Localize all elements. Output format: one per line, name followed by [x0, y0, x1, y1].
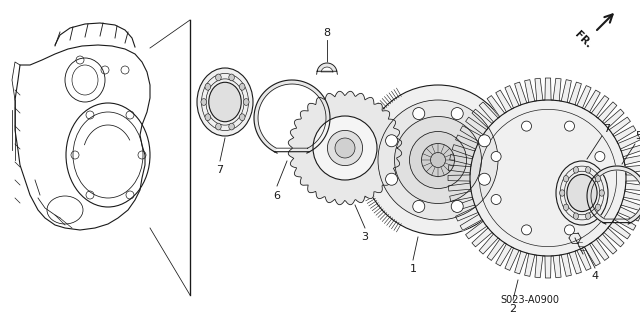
Circle shape: [413, 200, 425, 212]
Ellipse shape: [573, 213, 579, 219]
Ellipse shape: [595, 175, 600, 182]
Ellipse shape: [573, 167, 579, 173]
Polygon shape: [448, 78, 640, 278]
Polygon shape: [254, 80, 330, 152]
Text: 6: 6: [273, 191, 280, 201]
Ellipse shape: [216, 123, 221, 130]
Ellipse shape: [556, 161, 608, 225]
Circle shape: [564, 121, 575, 131]
Circle shape: [595, 195, 605, 204]
Text: 7: 7: [216, 165, 223, 175]
Circle shape: [564, 225, 575, 235]
Text: 7: 7: [604, 124, 611, 134]
Ellipse shape: [228, 123, 234, 130]
Ellipse shape: [243, 99, 249, 105]
Circle shape: [479, 135, 490, 147]
Text: 8: 8: [323, 28, 331, 38]
Ellipse shape: [563, 204, 568, 211]
Ellipse shape: [205, 114, 211, 121]
Circle shape: [595, 152, 605, 161]
Ellipse shape: [586, 167, 591, 173]
Polygon shape: [587, 166, 640, 223]
Circle shape: [491, 195, 501, 204]
Ellipse shape: [197, 68, 253, 136]
Ellipse shape: [205, 83, 211, 90]
Ellipse shape: [328, 130, 363, 166]
Ellipse shape: [313, 116, 377, 180]
Ellipse shape: [599, 190, 604, 196]
Ellipse shape: [335, 138, 355, 158]
Circle shape: [451, 200, 463, 212]
Ellipse shape: [201, 99, 207, 105]
Circle shape: [451, 108, 463, 120]
Circle shape: [479, 173, 490, 185]
Ellipse shape: [422, 144, 454, 176]
Ellipse shape: [410, 131, 467, 189]
Polygon shape: [288, 91, 402, 205]
Ellipse shape: [209, 82, 241, 122]
Circle shape: [385, 173, 397, 185]
Ellipse shape: [586, 213, 591, 219]
Ellipse shape: [431, 152, 445, 167]
Ellipse shape: [563, 175, 568, 182]
Ellipse shape: [228, 74, 234, 81]
Ellipse shape: [394, 116, 481, 204]
Text: 1: 1: [410, 264, 417, 274]
Text: 3: 3: [362, 232, 369, 242]
Ellipse shape: [595, 204, 600, 211]
Ellipse shape: [363, 85, 513, 235]
Text: 4: 4: [591, 271, 598, 281]
Ellipse shape: [239, 114, 245, 121]
Polygon shape: [317, 63, 337, 72]
Circle shape: [385, 135, 397, 147]
Ellipse shape: [559, 190, 565, 196]
Ellipse shape: [567, 174, 597, 211]
Circle shape: [491, 152, 501, 161]
Ellipse shape: [239, 83, 245, 90]
Ellipse shape: [378, 100, 498, 220]
Circle shape: [522, 225, 531, 235]
Text: S023-A0900: S023-A0900: [500, 295, 559, 305]
Text: FR.: FR.: [573, 30, 593, 50]
Text: 2: 2: [509, 304, 516, 314]
Text: 5: 5: [636, 131, 640, 141]
Circle shape: [522, 121, 531, 131]
Ellipse shape: [216, 74, 221, 81]
Circle shape: [413, 108, 425, 120]
